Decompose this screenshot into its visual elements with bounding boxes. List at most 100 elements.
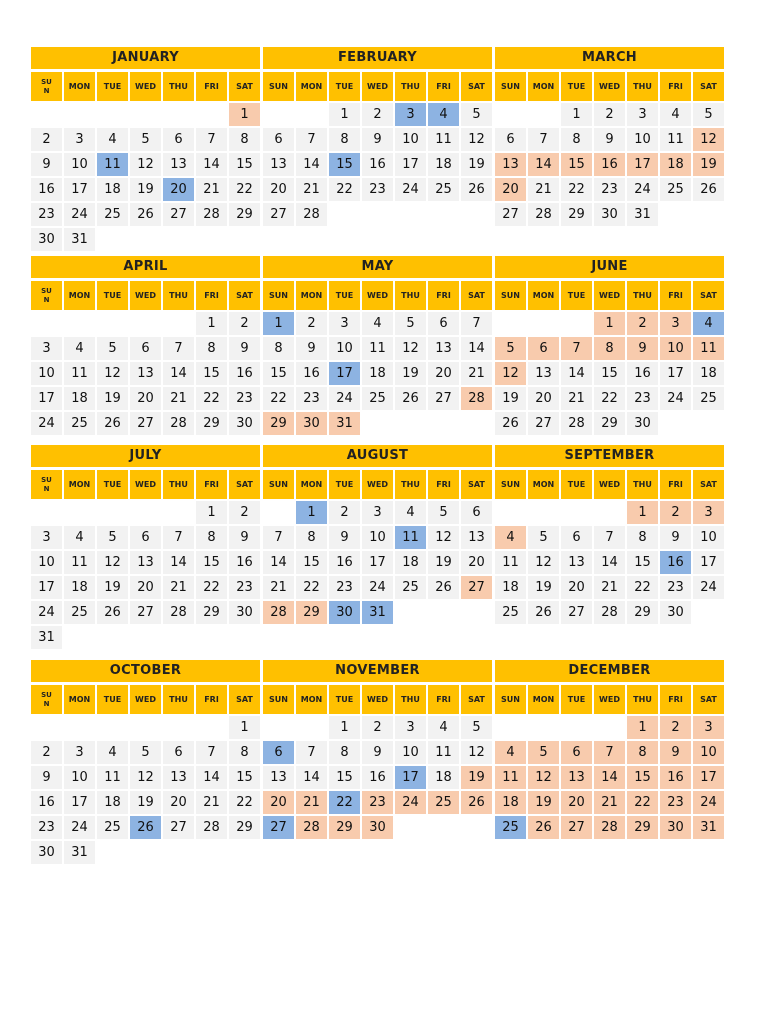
weekday-header: SU N MON TUE WED THU FRI SAT <box>31 470 260 499</box>
week-row: 23 24 25 26 27 28 29 <box>31 203 260 226</box>
day-cell: 14 <box>594 551 625 574</box>
empty-cell <box>31 716 62 739</box>
day-cell: 19 <box>130 791 161 814</box>
week-row: 20 21 22 23 24 25 26 <box>263 791 492 814</box>
day-cell: 23 <box>31 203 62 226</box>
day-grid: 1 2 3 4 5 6 7 8 9 10 11 12 13 14 15 16 17 18 19 20 21 22 23 24 2… <box>263 501 492 624</box>
day-cell: 13 <box>461 526 492 549</box>
day-cell: 6 <box>263 741 294 764</box>
day-cell: 31 <box>627 203 658 226</box>
day-cell: 15 <box>561 153 592 176</box>
day-cell: 13 <box>130 362 161 385</box>
day-cell: 6 <box>428 312 459 335</box>
day-cell: 27 <box>495 203 526 226</box>
month-may: MAY SUN MON TUE WED THU FRI SAT 1 2 3 4 5 6 7 8 9 10 11 12 1… <box>263 256 492 437</box>
empty-cell <box>97 312 128 335</box>
week-row: 11 12 13 14 15 16 17 <box>495 766 724 789</box>
weekday-header: SU N MON TUE WED THU FRI SAT <box>31 72 260 101</box>
day-cell: 21 <box>594 576 625 599</box>
month-title: SEPTEMBER <box>495 445 724 467</box>
month-december: DECEMBER SUN MON TUE WED THU FRI SAT 1 2 3 4 5 6 7 8 9 10… <box>495 660 724 841</box>
week-row: 4 5 6 7 8 9 10 <box>495 526 724 549</box>
day-cell: 16 <box>660 766 691 789</box>
day-cell: 26 <box>97 412 128 435</box>
weekday-label: WED <box>362 685 393 714</box>
empty-cell <box>528 312 559 335</box>
day-cell: 2 <box>660 501 691 524</box>
weekday-label: WED <box>130 281 161 310</box>
day-cell: 14 <box>263 551 294 574</box>
week-row: 27 28 <box>263 203 492 226</box>
day-cell: 29 <box>229 816 260 839</box>
day-grid: 1 2 3 4 5 6 7 8 9 10 11 12 13 14 15 16 17 18 19 20 21 22 23 24 2… <box>495 103 724 226</box>
day-cell: 24 <box>395 791 426 814</box>
day-cell: 7 <box>594 741 625 764</box>
day-cell: 17 <box>31 576 62 599</box>
month-july: JULY SU N MON TUE WED THU FRI SAT 1 2 3 4 5 6 7 8 9 10 11 1… <box>31 445 260 651</box>
day-cell: 27 <box>163 816 194 839</box>
week-row: 18 19 20 21 22 23 24 <box>495 791 724 814</box>
day-cell: 12 <box>693 128 724 151</box>
weekday-label: THU <box>395 72 426 101</box>
week-row: 6 7 8 9 10 11 12 <box>263 128 492 151</box>
weekday-header: SUN MON TUE WED THU FRI SAT <box>495 281 724 310</box>
weekday-label: MON <box>296 72 327 101</box>
day-cell: 4 <box>64 337 95 360</box>
day-cell: 9 <box>31 153 62 176</box>
day-cell: 30 <box>229 601 260 624</box>
month-february: FEBRUARY SUN MON TUE WED THU FRI SAT 1 2 3 4 5 6 7 8 9 10… <box>263 47 492 228</box>
empty-cell <box>528 103 559 126</box>
day-cell: 23 <box>329 576 360 599</box>
day-cell: 4 <box>64 526 95 549</box>
weekday-label: SUN <box>495 72 526 101</box>
day-cell: 15 <box>296 551 327 574</box>
month-title: JULY <box>31 445 260 467</box>
day-cell: 20 <box>461 551 492 574</box>
day-cell: 24 <box>64 816 95 839</box>
weekday-label: THU <box>627 685 658 714</box>
day-cell: 17 <box>64 791 95 814</box>
day-cell: 22 <box>329 791 360 814</box>
day-cell: 4 <box>428 103 459 126</box>
day-cell: 12 <box>130 153 161 176</box>
day-cell: 10 <box>31 362 62 385</box>
month-title: FEBRUARY <box>263 47 492 69</box>
empty-cell <box>64 501 95 524</box>
day-cell: 30 <box>660 601 691 624</box>
day-cell: 5 <box>528 526 559 549</box>
day-cell: 30 <box>31 841 62 864</box>
week-row: 1 <box>31 716 260 739</box>
day-cell: 3 <box>395 103 426 126</box>
week-row: 10 11 12 13 14 15 16 <box>31 362 260 385</box>
weekday-label: SU N <box>31 470 62 499</box>
day-cell: 13 <box>561 551 592 574</box>
weekday-label: SAT <box>693 470 724 499</box>
day-cell: 11 <box>64 551 95 574</box>
day-cell: 2 <box>329 501 360 524</box>
day-cell: 9 <box>660 741 691 764</box>
day-cell: 28 <box>594 816 625 839</box>
week-row: 20 21 22 23 24 25 26 <box>495 178 724 201</box>
weekday-label: TUE <box>329 685 360 714</box>
day-cell: 3 <box>64 128 95 151</box>
day-cell: 17 <box>693 551 724 574</box>
weekday-label: THU <box>395 470 426 499</box>
day-cell: 21 <box>196 791 227 814</box>
weekday-label: SUN <box>263 470 294 499</box>
day-cell: 1 <box>196 312 227 335</box>
empty-cell <box>31 501 62 524</box>
day-cell: 18 <box>693 362 724 385</box>
empty-cell <box>31 103 62 126</box>
day-cell: 6 <box>561 741 592 764</box>
weekday-header: SUN MON TUE WED THU FRI SAT <box>263 72 492 101</box>
day-cell: 23 <box>660 576 691 599</box>
day-cell: 26 <box>528 816 559 839</box>
day-cell: 30 <box>660 816 691 839</box>
day-cell: 6 <box>263 128 294 151</box>
day-cell: 17 <box>31 387 62 410</box>
day-cell: 21 <box>528 178 559 201</box>
day-cell: 10 <box>64 766 95 789</box>
